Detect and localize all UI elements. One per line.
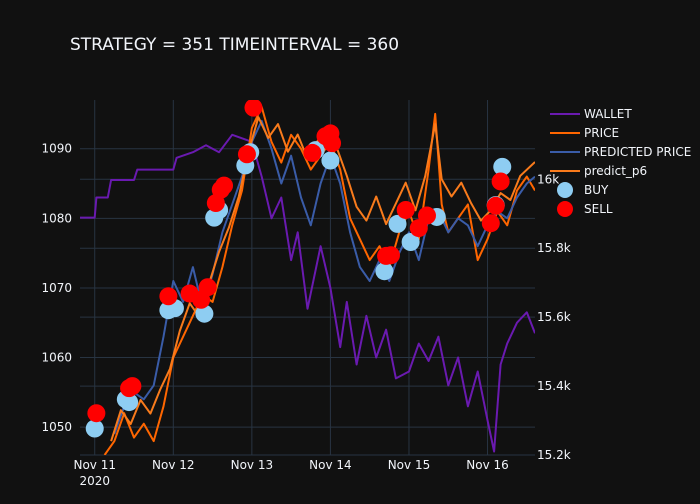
grid-layer [80, 100, 535, 456]
sell-marker [491, 172, 510, 191]
buy-marker [388, 214, 407, 233]
x-tick-label: Nov 16 [466, 458, 509, 472]
legend-buy-label: BUY [584, 183, 609, 197]
sell-marker [215, 176, 234, 195]
x-tick-sublabel: 2020 [79, 474, 110, 488]
sell-marker [244, 100, 263, 117]
sell-marker [486, 196, 505, 215]
sell-marker [159, 287, 178, 306]
x-tick-label: Nov 12 [152, 458, 195, 472]
y-right-tick-label: 15.4k [537, 379, 571, 393]
chart-title: STRATEGY = 351 TIMEINTERVAL = 360 [70, 35, 399, 55]
y-left-tick-label: 1050 [41, 420, 72, 434]
legend: WALLET PRICE PREDICTED PRICE predict_p6 BUY S… [550, 107, 691, 217]
sell-marker [123, 377, 142, 396]
y-right-tick-label: 15.2k [537, 448, 571, 462]
wallet-line [80, 133, 535, 453]
marker-layer [85, 100, 512, 438]
buy-marker [401, 233, 420, 251]
y-right-tick-label: 15.6k [537, 310, 571, 324]
sell-marker [198, 278, 217, 297]
legend-price-label: PRICE [584, 126, 619, 140]
sell-marker [396, 200, 415, 219]
sell-marker [87, 404, 106, 423]
sell-marker [237, 145, 256, 164]
y-left-tick-label: 1080 [41, 211, 72, 225]
sell-marker [417, 206, 436, 225]
sell-marker [323, 134, 342, 153]
buy-marker [321, 151, 340, 170]
x-tick-label: Nov 14 [309, 458, 352, 472]
legend-wallet-label: WALLET [584, 107, 632, 121]
buy-marker [85, 419, 104, 438]
buy-marker [195, 304, 214, 323]
y-left-tick-label: 1070 [41, 281, 72, 295]
axis-layer: Nov 11 2020 Nov 12 Nov 13 Nov 14 Nov 15 Nov 16… [41, 142, 570, 488]
x-tick-label: Nov 11 [73, 458, 116, 472]
y-right-tick-label: 16k [537, 172, 559, 186]
sell-marker [303, 143, 322, 162]
legend-predict-p6-label: predict_p6 [584, 164, 647, 178]
sell-marker [481, 214, 500, 233]
y-left-tick-label: 1060 [41, 351, 72, 365]
legend-buy-swatch [557, 182, 573, 198]
y-right-tick-label: 15.8k [537, 241, 571, 255]
legend-predicted-price-label: PREDICTED PRICE [584, 145, 691, 159]
legend-sell-label: SELL [584, 202, 613, 216]
x-tick-label: Nov 15 [388, 458, 431, 472]
x-tick-label: Nov 13 [231, 458, 274, 472]
y-left-tick-label: 1090 [41, 142, 72, 156]
buy-marker [375, 262, 394, 281]
legend-sell-swatch [557, 201, 573, 217]
sell-marker [381, 246, 400, 265]
buy-marker [120, 393, 139, 412]
buy-marker [493, 157, 512, 176]
